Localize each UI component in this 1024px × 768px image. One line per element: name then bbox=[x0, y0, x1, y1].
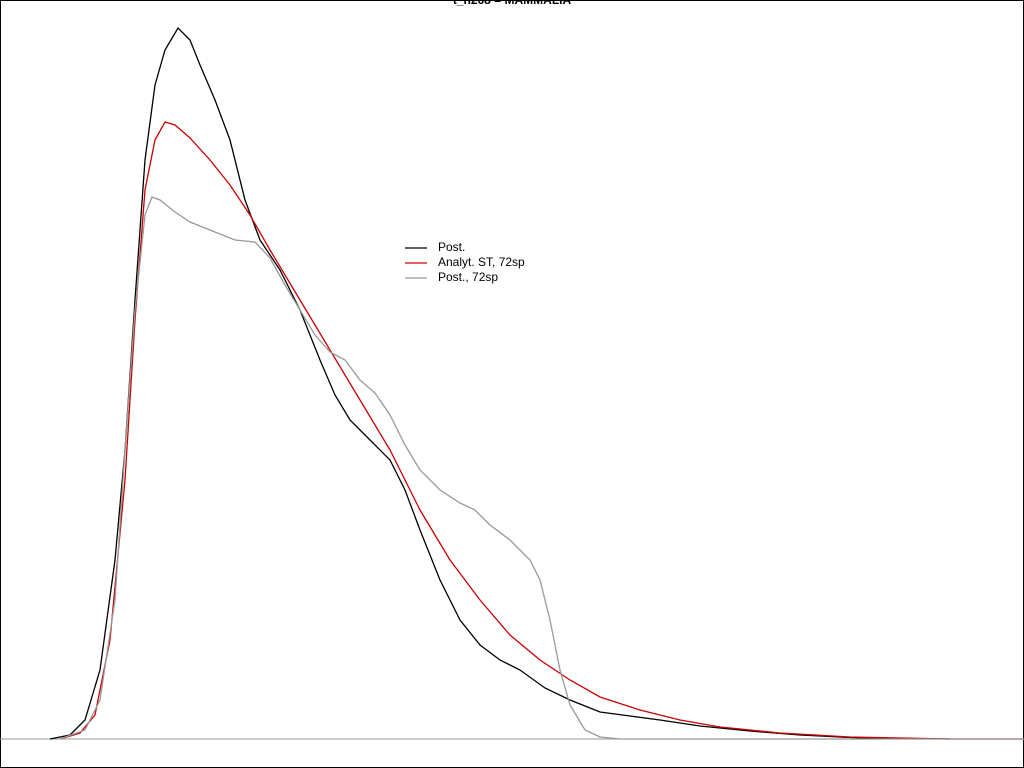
chart-title: t_n268 = MAMMALIA bbox=[453, 0, 572, 7]
density-line bbox=[59, 196, 1024, 740]
legend-label: Post. bbox=[438, 240, 465, 254]
legend-label: Analyt. ST, 72sp bbox=[438, 255, 525, 269]
density-line bbox=[49, 26, 951, 740]
legend-label: Post., 72sp bbox=[438, 270, 498, 284]
density-line bbox=[59, 121, 1024, 740]
